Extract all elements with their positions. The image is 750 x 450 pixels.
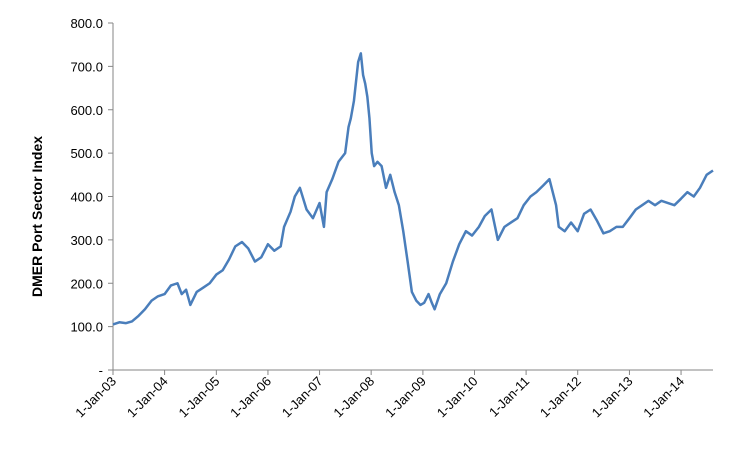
y-tick-label: 100.0 <box>70 320 103 335</box>
x-tick-label: 1-Jan-06 <box>227 374 274 421</box>
series-group <box>112 52 714 326</box>
x-tick-label: 1-Jan-08 <box>330 374 377 421</box>
y-axis: - 100.0 200.0 300.0 400.0 500.0 600.0 700.0 800.… <box>70 16 114 378</box>
x-tick-label: 1-Jan-11 <box>486 374 532 420</box>
x-tick-label: 1-Jan-12 <box>537 374 584 421</box>
x-tick-label: 1-Jan-13 <box>589 374 636 421</box>
y-tick-label: 300.0 <box>70 233 103 248</box>
y-tick-label: - <box>99 363 103 378</box>
x-tick-label: 1-Jan-05 <box>176 374 223 421</box>
y-tick-label: 200.0 <box>70 276 103 291</box>
x-tick-label: 1-Jan-03 <box>72 374 119 421</box>
x-axis: 1-Jan-03 1-Jan-04 1-Jan-05 1-Jan-06 1-Jan-07… <box>72 369 713 421</box>
x-tick-label: 1-Jan-04 <box>124 374 171 421</box>
y-tick-label: 500.0 <box>70 146 103 161</box>
y-tick-label: 800.0 <box>70 16 103 31</box>
x-tick-label: 1-Jan-14 <box>640 374 687 421</box>
y-tick-label: 700.0 <box>70 59 103 74</box>
series-line-0 <box>112 52 714 326</box>
y-tick-label: 600.0 <box>70 103 103 118</box>
x-tick-label: 1-Jan-09 <box>382 374 429 421</box>
y-axis-title: DMER Port Sector Index <box>29 136 45 297</box>
x-tick-label: 1-Jan-10 <box>434 374 481 421</box>
x-tick-label: 1-Jan-07 <box>279 374 326 421</box>
y-tick-label: 400.0 <box>70 190 103 205</box>
